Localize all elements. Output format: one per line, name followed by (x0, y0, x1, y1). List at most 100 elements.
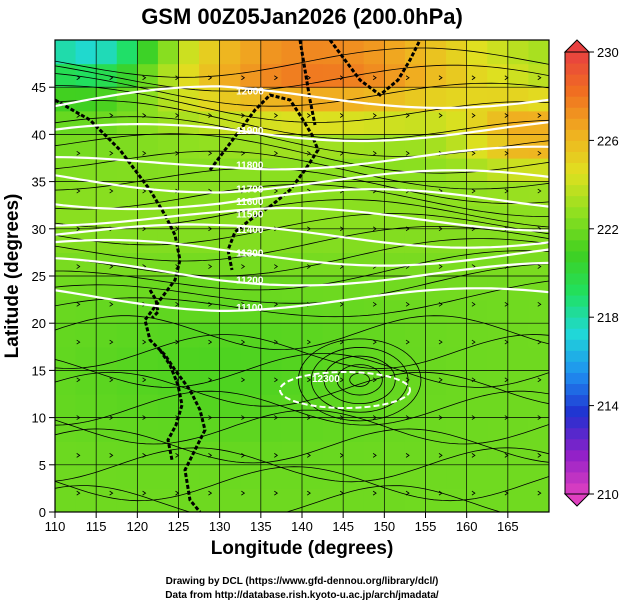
streamline-arrow (537, 264, 542, 269)
heatmap-cell (260, 464, 283, 489)
streamline-arrow (504, 490, 509, 496)
streamline-arrow (438, 75, 443, 81)
x-tick-label: 160 (456, 519, 478, 534)
heatmap-cell (240, 394, 262, 419)
heatmap-cell (302, 417, 324, 442)
heatmap-cell (260, 252, 283, 277)
heatmap-cell (363, 110, 385, 135)
streamline (55, 371, 549, 407)
heatmap-cell (137, 346, 159, 371)
heatmap-cell (178, 276, 200, 301)
heatmap-cell (466, 464, 488, 489)
streamline (55, 353, 549, 388)
streamline-arrow (504, 453, 509, 458)
heatmap-cell (363, 441, 385, 466)
heatmap-cell (487, 299, 509, 324)
streamline-arrow (372, 377, 377, 383)
streamline-arrow (438, 113, 443, 118)
x-tick-label: 155 (415, 519, 437, 534)
heatmap-cell (260, 40, 283, 65)
heatmap-cell (260, 205, 283, 230)
heatmap-cell (240, 228, 262, 253)
heatmap-cell (219, 488, 241, 512)
streamline-arrow (274, 377, 279, 383)
heatmap-cell (528, 441, 549, 466)
heatmap-cell (178, 464, 200, 489)
heatmap-cell (302, 181, 324, 206)
heatmap-cell (199, 464, 221, 489)
streamline-arrow (175, 490, 180, 496)
x-axis-ticks: 110 115 120 125 130 135 140 145 150 155 160 165 (45, 512, 519, 534)
heatmap-cell (466, 110, 488, 135)
contour-label: 11900 (236, 126, 264, 137)
heatmap-cell (507, 394, 530, 419)
heatmap-cell (487, 252, 509, 277)
heatmap-cell (322, 228, 344, 253)
heatmap-cell (528, 323, 549, 348)
heatmap-cell (157, 110, 180, 135)
heatmap-cell (55, 323, 77, 348)
heatmap-cell (240, 63, 262, 88)
streamline (55, 73, 549, 107)
height-contour (55, 287, 549, 312)
colorbar-segments (565, 52, 589, 495)
heatmap-cell (178, 158, 200, 183)
heatmap-cell (466, 252, 488, 277)
colorbar-segment (565, 162, 589, 175)
streamline-arrow (274, 453, 279, 458)
streamline-arrow (405, 453, 410, 458)
heatmap-cell (425, 346, 447, 371)
heatmap-cell (384, 441, 406, 466)
heatmap-cell (384, 158, 406, 183)
heatmap-cell (466, 323, 488, 348)
colorbar-segment (565, 206, 589, 219)
heatmap-cell (260, 488, 283, 512)
colorbar-tick-label: 222 (597, 222, 619, 237)
colorbar-tick-label: 214 (597, 399, 619, 414)
heatmap-cell (384, 181, 406, 206)
heatmap-cell (116, 134, 138, 159)
colorbar-segment (565, 261, 589, 274)
heatmap-cell (178, 228, 200, 253)
heatmap-cell (363, 205, 385, 230)
heatmap-cell (75, 299, 97, 324)
x-tick-label: 125 (168, 519, 190, 534)
heatmap-cell (281, 394, 303, 419)
streamline-arrow (339, 113, 344, 118)
heatmap-cell (425, 323, 447, 348)
streamline-arrow (175, 415, 180, 420)
streamline-arrow (372, 490, 377, 496)
heatmap-cell (528, 464, 549, 489)
streamline-arrow (339, 415, 344, 420)
streamline-arrow (175, 339, 180, 345)
heatmap-cell (55, 394, 77, 419)
streamline-arrow (504, 75, 509, 81)
streamline-arrow (142, 339, 147, 345)
heatmap-cell (446, 134, 468, 159)
heatmap-cell (343, 228, 365, 253)
heatmap-cell (116, 441, 138, 466)
heatmap-cell (75, 63, 97, 88)
colorbar-segment (565, 471, 589, 484)
heatmap-cell (507, 158, 530, 183)
heatmap-cell (116, 40, 138, 65)
heatmap-cell (528, 488, 549, 512)
heatmap-cell (157, 488, 180, 512)
heatmap-cell (446, 87, 468, 112)
streamline-arrow (405, 150, 410, 156)
heatmap-cell (363, 464, 385, 489)
streamline-arrow (274, 339, 279, 345)
streamline-arrow (175, 301, 180, 307)
streamline-vortex (297, 338, 422, 422)
heatmap-cell (322, 488, 344, 512)
streamline (55, 150, 549, 190)
heatmap-cell (404, 464, 427, 489)
heatmap-cell (55, 205, 77, 230)
heatmap-cell (116, 346, 138, 371)
streamline-arrow (307, 377, 311, 383)
heatmap-cell (363, 181, 385, 206)
heatmap-cell (281, 370, 303, 395)
y-tick-label: 30 (32, 222, 46, 237)
heatmap-cell (404, 63, 427, 88)
contour-label: 11500 (236, 209, 264, 220)
